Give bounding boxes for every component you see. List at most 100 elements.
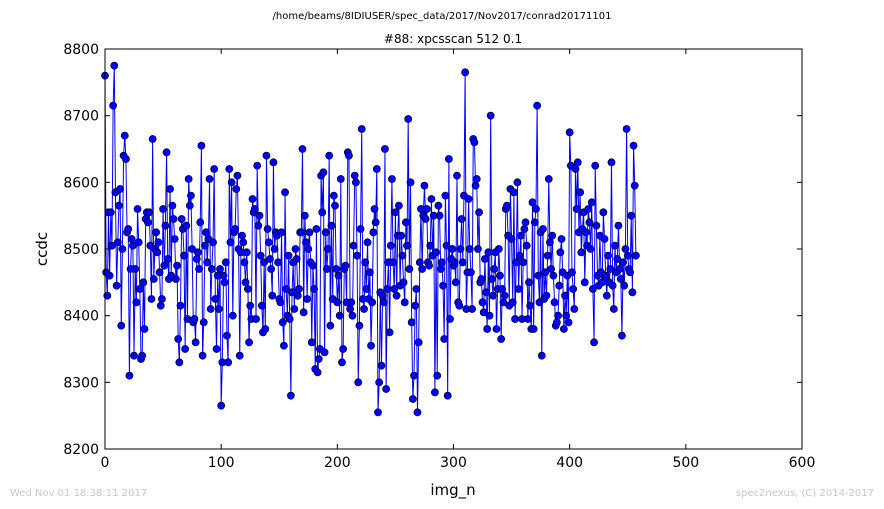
data-point bbox=[621, 245, 630, 253]
data-point bbox=[418, 265, 427, 273]
data-point bbox=[585, 218, 594, 227]
data-point bbox=[391, 208, 400, 217]
data-point bbox=[451, 278, 460, 287]
data-point bbox=[108, 241, 116, 250]
data-point bbox=[550, 298, 559, 307]
data-point bbox=[514, 285, 523, 293]
data-point bbox=[411, 301, 420, 310]
data-point bbox=[541, 268, 550, 277]
data-point bbox=[628, 288, 637, 297]
data-point bbox=[479, 308, 488, 317]
y-axis-label: ccdc bbox=[33, 232, 51, 266]
data-point bbox=[507, 235, 516, 243]
data-point bbox=[288, 288, 296, 297]
data-point bbox=[243, 285, 252, 293]
data-point bbox=[599, 208, 608, 217]
data-point bbox=[239, 238, 248, 247]
data-point bbox=[582, 228, 590, 237]
credit: spec2nexus, (C) 2014-2017 bbox=[735, 488, 874, 499]
data-point bbox=[426, 241, 435, 250]
data-point bbox=[591, 161, 600, 170]
data-point bbox=[180, 251, 188, 260]
data-point bbox=[412, 285, 421, 293]
data-point bbox=[122, 155, 130, 163]
data-point bbox=[206, 305, 215, 313]
data-point bbox=[500, 291, 509, 300]
data-point bbox=[231, 225, 240, 233]
data-point bbox=[214, 305, 223, 313]
data-point bbox=[586, 245, 595, 253]
y-tick-label: 8600 bbox=[63, 175, 99, 191]
data-point bbox=[293, 291, 302, 300]
data-point bbox=[145, 208, 154, 217]
data-point bbox=[608, 281, 617, 290]
data-point bbox=[131, 265, 140, 273]
data-point bbox=[148, 135, 157, 143]
data-point bbox=[576, 188, 585, 197]
data-point bbox=[282, 285, 291, 293]
data-point bbox=[457, 215, 466, 223]
data-point bbox=[322, 265, 331, 273]
data-point bbox=[233, 171, 242, 180]
data-point bbox=[413, 408, 422, 417]
data-point bbox=[414, 338, 423, 347]
data-point bbox=[339, 345, 348, 353]
data-point bbox=[554, 311, 562, 320]
data-point bbox=[630, 181, 639, 190]
data-point bbox=[446, 315, 454, 323]
data-point bbox=[589, 285, 597, 293]
x-axis-label: img_n bbox=[430, 481, 475, 500]
timestamp: Wed Nov 01 18:38:11 2017 bbox=[10, 488, 148, 499]
data-point bbox=[267, 265, 276, 273]
data-point bbox=[415, 258, 424, 267]
data-point bbox=[200, 241, 209, 250]
data-point bbox=[147, 295, 156, 303]
data-point bbox=[427, 195, 436, 203]
data-point bbox=[522, 241, 531, 250]
data-point bbox=[410, 371, 418, 380]
data-point bbox=[242, 248, 251, 257]
data-point bbox=[120, 131, 129, 140]
y-axis: 8200 8300 8400 8500 8600 8700 8800 bbox=[63, 42, 802, 458]
data-point bbox=[125, 371, 134, 380]
data-point bbox=[618, 331, 626, 340]
data-point bbox=[332, 265, 341, 273]
data-point bbox=[290, 305, 299, 313]
data-point bbox=[199, 318, 208, 327]
data-point bbox=[609, 305, 618, 313]
data-point bbox=[365, 268, 374, 277]
data-point bbox=[422, 205, 431, 213]
data-point bbox=[565, 128, 574, 137]
data-point bbox=[187, 191, 195, 200]
data-point bbox=[614, 221, 623, 230]
data-point bbox=[331, 201, 339, 210]
data-point bbox=[377, 361, 386, 370]
data-point bbox=[572, 205, 581, 213]
data-point bbox=[276, 298, 285, 307]
data-point bbox=[212, 345, 221, 353]
data-point bbox=[405, 265, 414, 273]
data-point bbox=[544, 175, 553, 183]
data-point bbox=[530, 218, 539, 227]
data-point bbox=[442, 241, 451, 250]
data-point bbox=[226, 238, 235, 247]
data-point bbox=[360, 305, 368, 313]
data-point bbox=[534, 271, 543, 280]
data-point bbox=[270, 245, 279, 253]
data-point bbox=[225, 165, 234, 173]
data-point bbox=[437, 258, 446, 267]
data-point bbox=[118, 245, 127, 253]
data-point bbox=[408, 395, 417, 403]
data-point bbox=[256, 251, 265, 260]
data-point bbox=[577, 248, 586, 257]
y-tick-label: 8800 bbox=[63, 42, 99, 58]
data-point bbox=[440, 335, 449, 343]
data-point bbox=[223, 331, 231, 340]
data-point bbox=[623, 251, 632, 260]
data-point bbox=[160, 261, 169, 270]
data-point bbox=[383, 285, 392, 293]
data-point bbox=[295, 285, 303, 293]
data-point bbox=[478, 298, 487, 307]
data-point bbox=[516, 231, 525, 240]
data-point bbox=[498, 285, 507, 293]
